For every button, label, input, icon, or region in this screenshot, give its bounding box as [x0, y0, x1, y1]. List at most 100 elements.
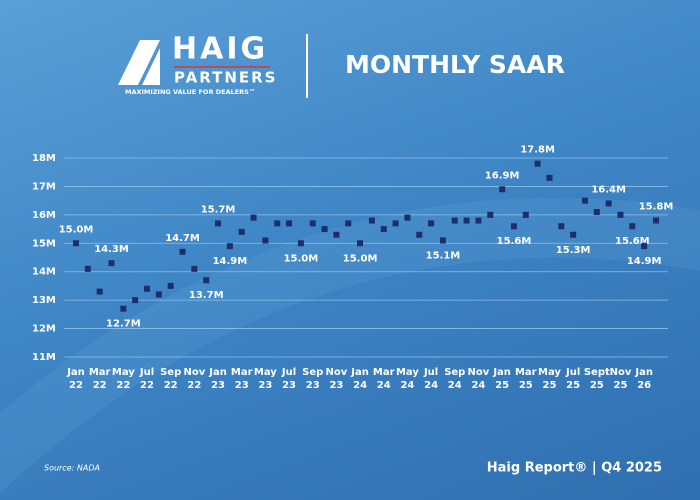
data-label: 15.1M [426, 250, 461, 261]
data-label: 15.7M [201, 204, 236, 215]
data-label: 15.0M [59, 224, 94, 235]
point [510, 223, 517, 230]
x-tick-label: Jan 22 [67, 367, 85, 391]
y-tick-label: 15M [32, 238, 56, 249]
data-label: 15.0M [284, 253, 319, 264]
data-label: 15.6M [615, 236, 650, 247]
data-label: 16.9M [485, 170, 520, 181]
x-tick-label: Sep 23 [302, 367, 324, 391]
point [475, 217, 482, 224]
data-label: 15.3M [556, 245, 591, 256]
y-tick-label: 11M [32, 352, 56, 363]
x-tick-label: May 25 [538, 367, 561, 391]
x-tick-label: May 22 [111, 367, 135, 391]
point [203, 277, 210, 284]
point [262, 237, 269, 244]
y-tick-label: 16M [32, 210, 56, 221]
chart-title: MONTHLY SAAR [345, 50, 565, 79]
data-label: 14.9M [627, 256, 662, 267]
x-tick-label: Mar 23 [230, 367, 253, 391]
logo-mark [118, 40, 160, 85]
point [309, 220, 316, 227]
data-label: 14.3M [94, 244, 129, 255]
y-tick-label: 13M [32, 295, 56, 306]
x-tick-label: Jul 23 [281, 367, 297, 391]
point [593, 209, 600, 216]
point [167, 282, 174, 289]
point [179, 248, 186, 255]
point [404, 214, 411, 221]
brand-sub: PARTNERS [174, 69, 278, 87]
x-tick-label: Jul 25 [566, 367, 581, 391]
data-label: 15.8M [639, 202, 674, 213]
data-label: 13.7M [189, 290, 224, 301]
x-tick-label: Jan 26 [635, 367, 653, 391]
x-tick-label: May 24 [395, 367, 419, 391]
point [629, 223, 636, 230]
point [297, 240, 304, 247]
x-tick-label: Nov 22 [183, 367, 206, 391]
report-label: Haig Report® | Q4 2025 [487, 461, 662, 476]
point [605, 200, 612, 207]
brand-name: HAIG [172, 32, 268, 67]
point [380, 226, 387, 233]
point [321, 226, 328, 233]
point [226, 243, 233, 250]
point [581, 197, 588, 204]
point [641, 243, 648, 250]
point [108, 260, 115, 267]
y-tick-label: 18M [32, 153, 56, 164]
x-tick-label: Sept 25 [583, 367, 610, 391]
x-tick-label: Sep 24 [444, 367, 466, 391]
x-tick-label: Nov 24 [467, 367, 490, 391]
point [144, 285, 151, 292]
point [73, 240, 79, 247]
point [463, 217, 470, 224]
data-label: 17.8M [520, 145, 555, 156]
point [416, 231, 423, 238]
bg-swoosh [0, 197, 700, 494]
point [392, 220, 399, 227]
point [238, 228, 245, 235]
point [345, 220, 352, 227]
brand-tagline: MAXIMIZING VALUE FOR DEALERS™ [125, 88, 255, 96]
point [333, 231, 340, 238]
point [250, 214, 257, 221]
point [617, 211, 624, 218]
point [546, 174, 553, 181]
point [534, 160, 541, 167]
y-tick-label: 14M [32, 267, 56, 278]
point [84, 265, 91, 272]
x-tick-label: Jan 23 [209, 367, 227, 391]
data-label: 15.0M [343, 253, 378, 264]
point [499, 186, 506, 193]
point [286, 220, 293, 227]
point [558, 223, 565, 230]
data-label: 12.7M [106, 319, 141, 330]
point [120, 305, 127, 312]
data-label: 14.7M [165, 233, 200, 244]
y-tick-label: 12M [32, 324, 56, 335]
x-tick-label: Jul 24 [423, 367, 439, 391]
x-tick-label: Sep 22 [160, 367, 182, 391]
point [451, 217, 458, 224]
x-tick-label: Mar 25 [514, 367, 537, 391]
x-tick-label: Mar 22 [88, 367, 111, 391]
point [439, 237, 446, 244]
x-tick-label: Jan 25 [493, 367, 511, 391]
point [96, 288, 103, 295]
point [357, 240, 364, 247]
x-tick-label: Nov 23 [325, 367, 348, 391]
point [522, 211, 529, 218]
point [191, 265, 198, 272]
y-tick-label: 17M [32, 181, 56, 192]
data-label: 15.6M [497, 236, 532, 247]
point [155, 291, 162, 298]
source: Source: NADA [44, 464, 100, 473]
x-tick-label: Jul 22 [139, 367, 155, 391]
point [368, 217, 375, 224]
point [570, 231, 577, 238]
point [215, 220, 222, 227]
point [487, 211, 494, 218]
